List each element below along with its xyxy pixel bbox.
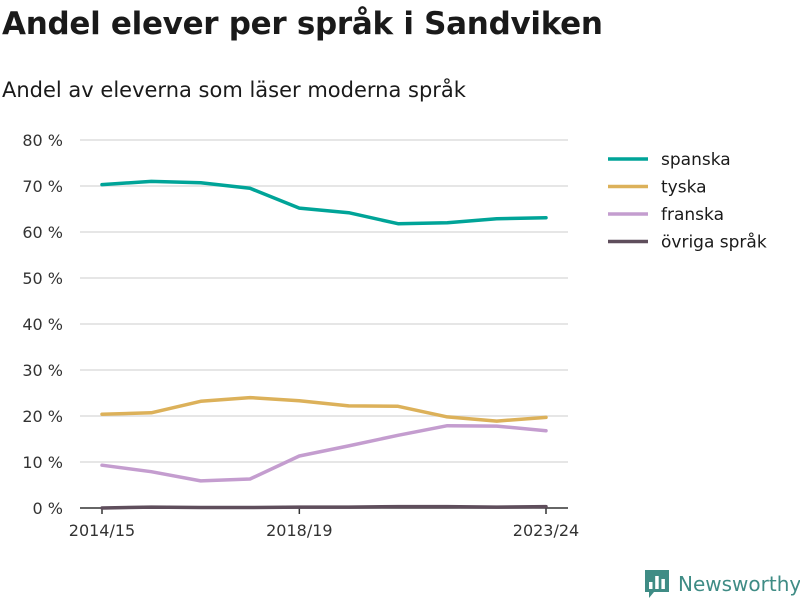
series-line-tyska	[100, 395, 548, 423]
axes: 0 % 10 % 20 % 30 % 40 % 50 % 60 % 70 % 80 % 2014/…	[22, 131, 579, 540]
series-line-franska	[100, 423, 548, 483]
y-tick-label: 80 %	[22, 131, 63, 150]
y-tick-label: 60 %	[22, 223, 63, 242]
y-tick-label: 20 %	[22, 407, 63, 426]
legend-label: spanska	[661, 150, 731, 170]
legend-item: franska	[608, 205, 724, 225]
grid-lines	[80, 139, 568, 463]
series-lines	[100, 179, 548, 510]
x-tick-label: 2023/24	[513, 521, 579, 540]
y-tick-label: 30 %	[22, 361, 63, 380]
y-tick-label: 0 %	[33, 499, 63, 518]
series-line-övriga-språk	[100, 504, 548, 510]
x-tick-label: 2018/19	[266, 521, 332, 540]
legend: spanska tyska franska övriga språk	[608, 150, 767, 253]
y-tick-label: 10 %	[22, 453, 63, 472]
legend-item: spanska	[608, 150, 731, 170]
y-tick-label: 70 %	[22, 177, 63, 196]
y-tick-label: 40 %	[22, 315, 63, 334]
legend-label: övriga språk	[661, 232, 767, 253]
x-tick-label: 2014/15	[69, 521, 135, 540]
chart-subtitle: Andel av eleverna som läser moderna språ…	[2, 78, 466, 102]
legend-label: franska	[661, 205, 724, 225]
y-tick-label: 50 %	[22, 269, 63, 288]
newsworthy-logo: Newsworthy	[644, 568, 800, 600]
brand-name: Newsworthy	[678, 572, 800, 596]
legend-item: övriga språk	[608, 232, 767, 253]
newsworthy-logo-icon	[645, 570, 669, 598]
chart-title: Andel elever per språk i Sandviken	[2, 6, 603, 42]
legend-item: tyska	[608, 178, 707, 198]
series-line-spanska	[100, 179, 548, 226]
legend-label: tyska	[661, 178, 707, 198]
